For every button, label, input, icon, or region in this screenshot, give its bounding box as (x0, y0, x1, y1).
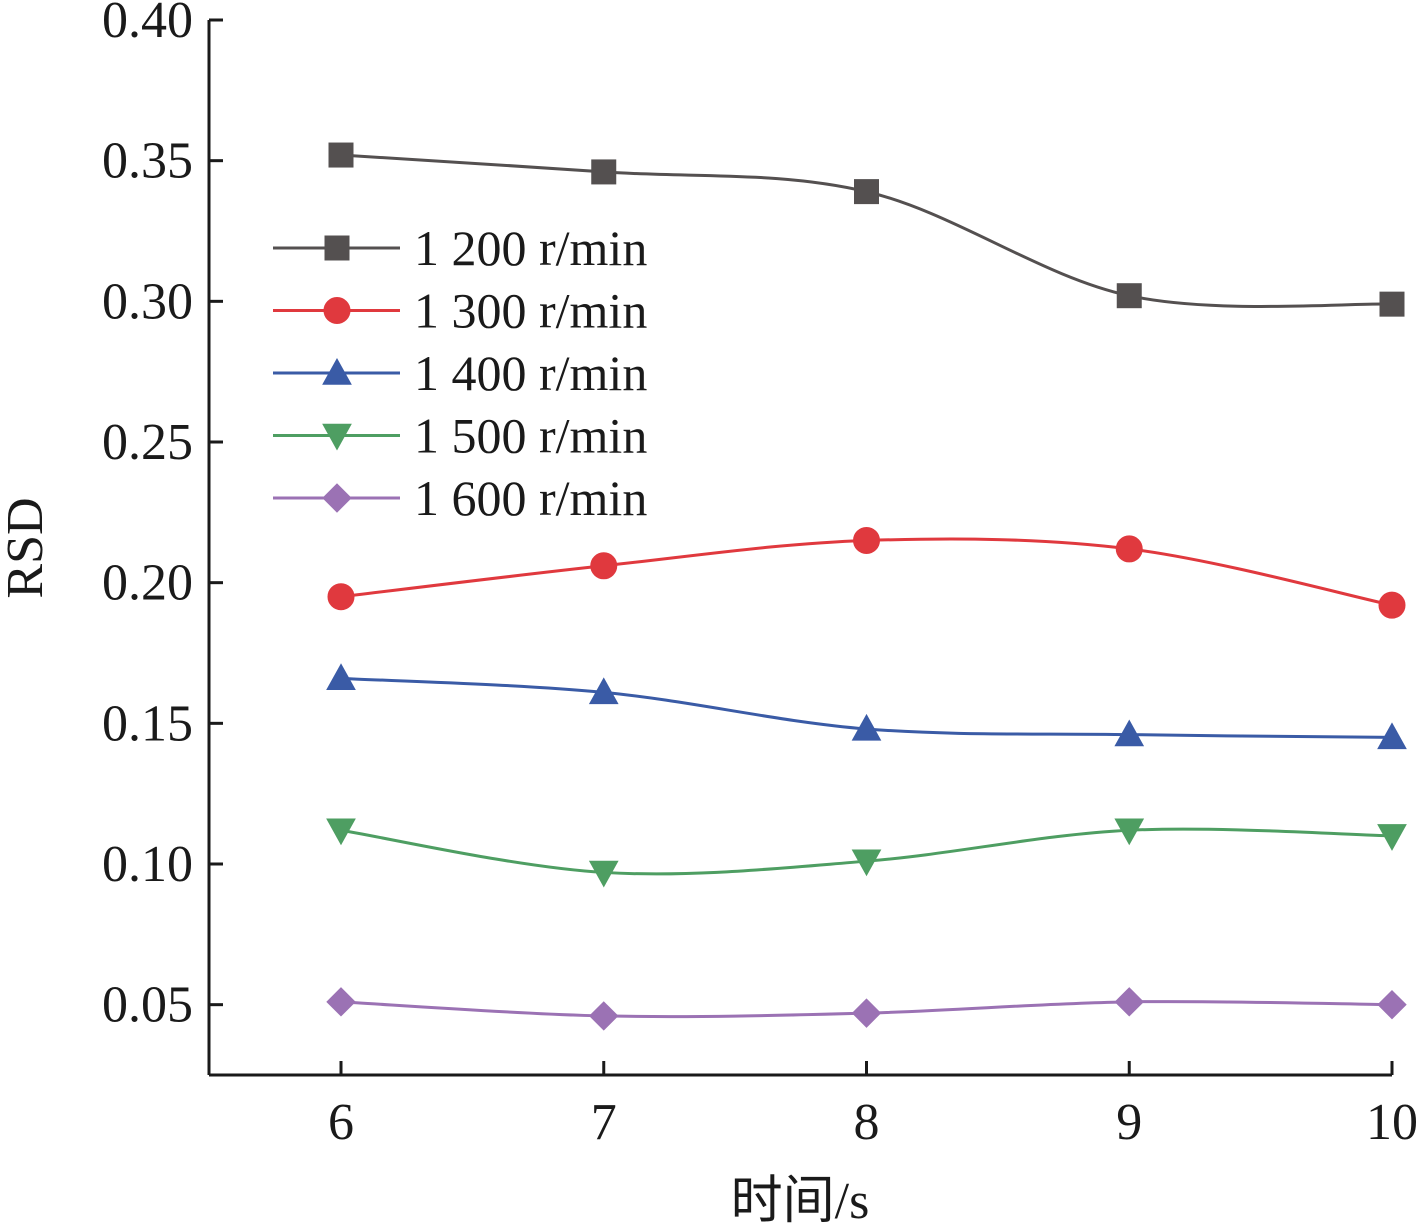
data-point (851, 998, 882, 1028)
data-point (1114, 818, 1145, 846)
legend-marker (324, 235, 350, 261)
data-point (591, 159, 617, 185)
data-point (851, 713, 882, 741)
data-point (1116, 283, 1142, 309)
data-point (1379, 291, 1405, 317)
x-ticks: 6 7 8 9 10 (328, 1061, 1418, 1151)
data-point (854, 179, 879, 205)
data-point (589, 1001, 619, 1031)
data-point (588, 677, 619, 705)
legend-item: 1 200 r/min (273, 220, 647, 276)
x-tick-label: 7 (591, 1094, 617, 1151)
axes: 0.05 0.10 0.15 0.20 0.25 0.30 0.35 0.40 6 7 8 9 10 (102, 0, 1418, 1151)
data-point (1115, 535, 1143, 563)
legend-marker (322, 483, 352, 513)
y-tick-label: 0.25 (102, 414, 193, 471)
y-tick-label: 0.15 (102, 695, 193, 752)
data-point (853, 526, 880, 554)
x-tick-label: 9 (1116, 1094, 1142, 1151)
x-tick-label: 10 (1366, 1094, 1418, 1151)
y-tick-label: 0.35 (102, 133, 193, 190)
y-ticks: 0.05 0.10 0.15 0.20 0.25 0.30 0.35 0.40 (102, 0, 223, 1034)
data-point (328, 142, 354, 168)
legend-label: 1 500 r/min (414, 408, 647, 464)
data-point (326, 818, 356, 846)
y-tick-label: 0.20 (102, 555, 193, 612)
data-point (1114, 719, 1145, 747)
x-tick-label: 8 (854, 1094, 880, 1151)
y-axis-label: RSD (0, 497, 54, 598)
y-tick-label: 0.05 (102, 977, 193, 1034)
series-2 (327, 526, 1406, 619)
legend-label: 1 600 r/min (414, 470, 647, 526)
legend-label: 1 300 r/min (414, 283, 647, 339)
data-point (1114, 987, 1144, 1017)
legend-label: 1 400 r/min (414, 345, 647, 401)
data-point (326, 987, 356, 1017)
series-3 (326, 663, 1407, 750)
data-point (1377, 824, 1407, 851)
series-group (326, 142, 1407, 1031)
x-axis-label: 时间/s (731, 1173, 870, 1230)
legend-item: 1 400 r/min (273, 345, 647, 401)
legend-marker (322, 423, 352, 451)
data-point (1377, 989, 1407, 1020)
data-point (326, 663, 356, 691)
data-point (588, 860, 619, 888)
y-tick-label: 0.40 (102, 0, 193, 49)
legend: 1 200 r/min 1 300 r/min 1 400 r/min 1 500 r… (273, 220, 647, 526)
series-5 (326, 987, 1407, 1031)
legend-marker (323, 297, 351, 324)
series-1 (328, 142, 1405, 317)
legend-item: 1 600 r/min (273, 470, 647, 526)
data-point (851, 849, 882, 877)
data-point (590, 552, 618, 580)
data-point (1378, 591, 1406, 619)
legend-label: 1 200 r/min (414, 220, 647, 276)
legend-item: 1 300 r/min (273, 283, 647, 339)
data-point (327, 583, 355, 611)
y-tick-label: 0.30 (102, 273, 193, 330)
legend-item: 1 500 r/min (273, 408, 647, 464)
y-tick-label: 0.10 (102, 836, 193, 893)
data-point (1377, 722, 1407, 750)
series-4 (326, 818, 1407, 888)
x-tick-label: 6 (328, 1094, 354, 1151)
legend-marker (322, 357, 352, 385)
